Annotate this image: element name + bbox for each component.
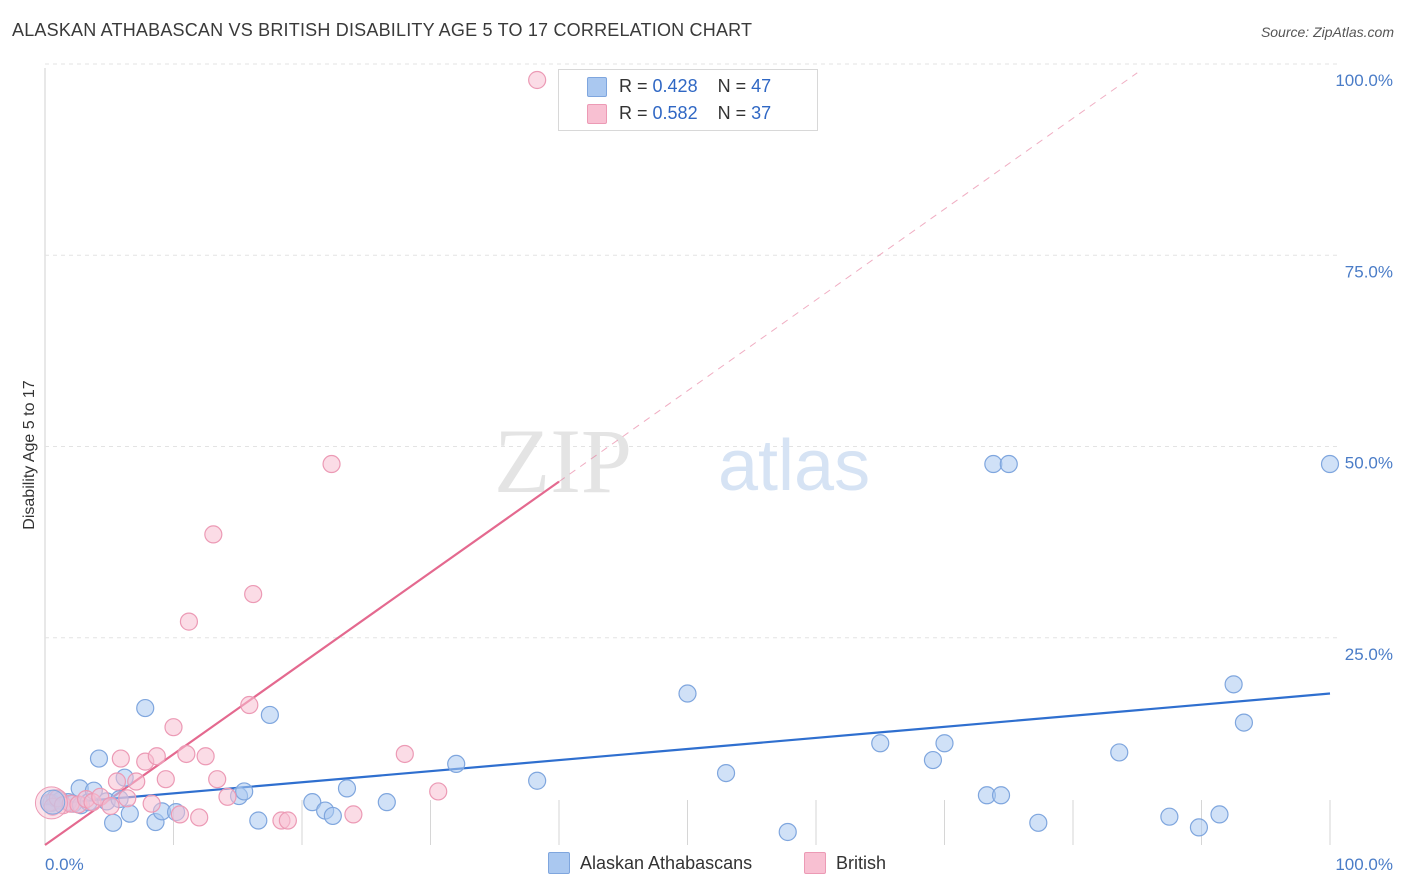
stats-legend: R = 0.428 N = 47 R = 0.582 N = 37 bbox=[558, 69, 818, 131]
point-alaskan bbox=[1029, 813, 1048, 832]
n-label: N = bbox=[717, 102, 747, 123]
point-british bbox=[395, 744, 414, 764]
legend-item-british: British bbox=[804, 852, 886, 874]
legend-item-alaskan: Alaskan Athabascans bbox=[548, 852, 752, 874]
point-alaskan bbox=[1320, 454, 1340, 474]
point-alaskan bbox=[678, 684, 697, 703]
x-tick-label: 0.0% bbox=[45, 855, 84, 874]
point-alaskan bbox=[447, 754, 466, 774]
legend-label-british: British bbox=[836, 852, 887, 873]
point-british bbox=[244, 584, 263, 604]
point-british bbox=[204, 525, 223, 544]
point-alaskan bbox=[337, 779, 357, 798]
point-british bbox=[101, 796, 120, 816]
legend-swatch-alaskan bbox=[548, 852, 570, 874]
point-alaskan bbox=[999, 454, 1018, 474]
legend-swatch-british bbox=[587, 104, 607, 124]
point-alaskan bbox=[935, 734, 954, 753]
watermark-zip: ZIP bbox=[494, 410, 632, 512]
legend-swatch-british bbox=[804, 852, 826, 874]
r-value-british: 0.582 bbox=[652, 102, 698, 123]
legend-row-british: R = 0.582 N = 37 bbox=[619, 101, 771, 125]
point-british bbox=[528, 70, 547, 90]
watermark: ZIP atlas bbox=[494, 410, 870, 512]
point-alaskan bbox=[136, 698, 155, 718]
n-label: N = bbox=[717, 75, 747, 96]
point-alaskan bbox=[871, 734, 890, 753]
point-alaskan bbox=[249, 811, 268, 830]
point-alaskan bbox=[991, 786, 1011, 805]
y-tick-label: 50.0% bbox=[1345, 454, 1393, 473]
legend-swatch-alaskan bbox=[587, 77, 607, 97]
n-value-british: 37 bbox=[751, 102, 772, 123]
grid-layer bbox=[44, 63, 1338, 845]
chart-title: ALASKAN ATHABASCAN VS BRITISH DISABILITY… bbox=[12, 20, 753, 40]
trend-line-alaskan bbox=[44, 692, 1331, 806]
r-label: R = bbox=[619, 75, 648, 96]
point-british bbox=[118, 789, 137, 808]
point-british bbox=[147, 747, 166, 766]
trend-extension-british bbox=[558, 72, 1138, 483]
point-british bbox=[429, 782, 448, 801]
n-value-alaskan: 47 bbox=[751, 75, 772, 96]
point-british bbox=[278, 811, 297, 830]
tick-labels: 25.0% 50.0% 75.0% 100.0% 0.0% 100.0% bbox=[45, 71, 1393, 874]
point-british bbox=[156, 770, 175, 789]
trend-lines bbox=[44, 72, 1331, 846]
point-british bbox=[142, 794, 161, 813]
point-alaskan bbox=[377, 793, 396, 812]
watermark-atlas: atlas bbox=[718, 426, 870, 506]
point-british bbox=[196, 747, 215, 766]
point-alaskan bbox=[778, 822, 797, 842]
point-alaskan bbox=[1189, 818, 1209, 837]
point-british bbox=[179, 612, 199, 631]
point-alaskan bbox=[260, 705, 279, 725]
point-british bbox=[127, 772, 146, 791]
point-alaskan bbox=[89, 749, 109, 768]
point-alaskan bbox=[984, 454, 1003, 474]
point-alaskan bbox=[323, 806, 342, 826]
legend-row-alaskan: R = 0.428 N = 47 bbox=[619, 74, 771, 98]
point-british bbox=[170, 805, 190, 824]
point-british bbox=[177, 744, 196, 764]
points-layer bbox=[34, 70, 1340, 842]
series-legend: Alaskan Athabascans British bbox=[0, 852, 1406, 878]
point-british bbox=[111, 749, 130, 768]
x-tick-label: 100.0% bbox=[1335, 855, 1393, 874]
point-alaskan bbox=[528, 771, 547, 790]
point-alaskan bbox=[104, 813, 123, 832]
point-alaskan bbox=[1234, 713, 1254, 732]
y-tick-label: 25.0% bbox=[1345, 645, 1393, 664]
point-alaskan bbox=[1224, 675, 1243, 694]
point-alaskan bbox=[1210, 805, 1229, 824]
point-british bbox=[164, 718, 183, 737]
point-alaskan bbox=[923, 750, 943, 770]
r-label: R = bbox=[619, 102, 648, 123]
point-british bbox=[107, 772, 127, 791]
point-british bbox=[190, 808, 209, 827]
point-alaskan bbox=[235, 782, 254, 801]
point-british bbox=[208, 770, 227, 789]
point-alaskan bbox=[303, 793, 322, 812]
source-label: Source: ZipAtlas.com bbox=[1260, 24, 1394, 40]
point-alaskan bbox=[716, 763, 736, 783]
y-tick-label: 100.0% bbox=[1335, 71, 1393, 90]
point-british bbox=[344, 805, 363, 824]
point-alaskan bbox=[1160, 807, 1179, 826]
legend-label-alaskan: Alaskan Athabascans bbox=[580, 852, 753, 873]
y-tick-label: 75.0% bbox=[1345, 262, 1393, 281]
point-alaskan bbox=[1110, 743, 1129, 762]
point-british bbox=[218, 787, 237, 806]
r-value-alaskan: 0.428 bbox=[652, 75, 698, 96]
point-alaskan bbox=[40, 789, 66, 815]
point-british bbox=[322, 454, 341, 474]
point-alaskan bbox=[120, 804, 139, 823]
point-british bbox=[240, 695, 259, 715]
